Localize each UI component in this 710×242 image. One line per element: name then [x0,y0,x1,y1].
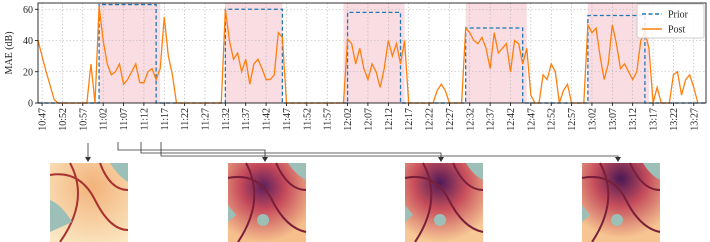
y-tick-label: 20 [23,67,33,78]
x-tick-label: 12:37 [486,108,497,131]
x-tick-label: 10:57 [78,108,89,131]
y-tick-label: 0 [28,99,33,110]
legend-label: Prior [668,10,689,21]
x-tick-label: 12:27 [445,108,456,131]
x-tick-label: 11:52 [302,108,313,130]
x-tick-label: 12:42 [506,108,517,131]
x-tick-label: 13:22 [669,108,680,131]
x-tick-label: 12:57 [567,108,578,131]
line-series [38,3,706,104]
x-tick-label: 11:02 [99,108,110,130]
x-tick-label: 12:52 [547,108,558,131]
x-tick-label: 11:12 [139,108,150,130]
x-tick-label: 11:37 [241,108,252,130]
legend-label: Post [668,25,685,36]
x-tick-label: 12:17 [404,108,415,131]
plot-area: 0 20 40 60 10:47 10:52 10:57 11:02 11:07 11:12 11:… [23,2,707,131]
x-tick-label: 12:02 [343,108,354,131]
x-tick-label: 11:27 [201,108,212,130]
shaded-region [225,3,283,103]
shaded-region [465,3,527,103]
x-tick-label: 12:07 [363,108,374,131]
x-tick-label: 11:42 [262,108,273,130]
x-tick-label: 13:02 [587,108,598,131]
y-axis-label: MAE (dB) [4,31,15,74]
axes-frame [37,2,707,104]
x-tick-label: 11:57 [323,108,334,130]
shaded-region [343,3,405,103]
heatmap [227,162,307,242]
x-tick-label: 11:07 [119,108,130,130]
x-tick-label: 13:27 [689,108,700,131]
heatmap [581,162,661,242]
heatmap [404,162,484,242]
arrow [117,142,266,158]
x-tick-label: 11:22 [180,108,191,130]
arrow-heads [85,157,621,162]
x-tick-label: 11:47 [282,108,293,130]
x-tick-label: 10:52 [58,108,69,131]
arrow [140,142,442,158]
x-tick-label: 12:22 [425,108,436,131]
heatmap [49,162,129,242]
x-tick-label: 11:32 [221,108,232,130]
arrows [85,142,621,162]
x-tick-label: 13:12 [628,108,639,131]
x-tick-label: 12:32 [465,108,476,131]
shaded-region [99,3,161,103]
x-tick-label: 11:17 [160,108,171,130]
x-tick-label: 12:47 [526,108,537,131]
x-tick-label: 13:17 [649,108,660,131]
x-tick-label: 12:12 [384,108,395,131]
y-tick-label: 60 [23,5,33,16]
x-tick-label: 10:47 [38,108,49,131]
y-tick-label: 40 [23,36,33,47]
x-tick-label: 13:07 [608,108,619,131]
